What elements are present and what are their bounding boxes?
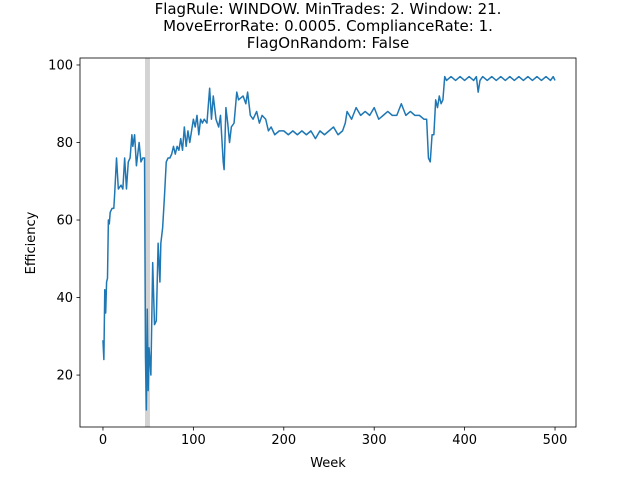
- highlight-span: [145, 58, 150, 427]
- y-tick-label: 60: [56, 214, 73, 229]
- x-tick-label: 0: [99, 433, 107, 448]
- data-line: [102, 75, 556, 411]
- axes-frame: [79, 57, 577, 428]
- x-tick-label: 500: [543, 433, 568, 448]
- y-tick-label: 40: [56, 291, 73, 306]
- x-tick-label: 200: [271, 433, 296, 448]
- y-tick-label: 20: [56, 369, 73, 384]
- y-tick-label: 80: [56, 136, 73, 151]
- x-tick-label: 300: [362, 433, 387, 448]
- y-tick-label: 100: [48, 58, 73, 73]
- chart-title: FlagRule: WINDOW. MinTrades: 2. Window: …: [155, 0, 502, 52]
- y-axis-label: Efficiency: [24, 211, 39, 274]
- x-tick-label: 100: [181, 433, 206, 448]
- x-tick-label: 400: [452, 433, 477, 448]
- x-axis-label: Week: [310, 456, 346, 471]
